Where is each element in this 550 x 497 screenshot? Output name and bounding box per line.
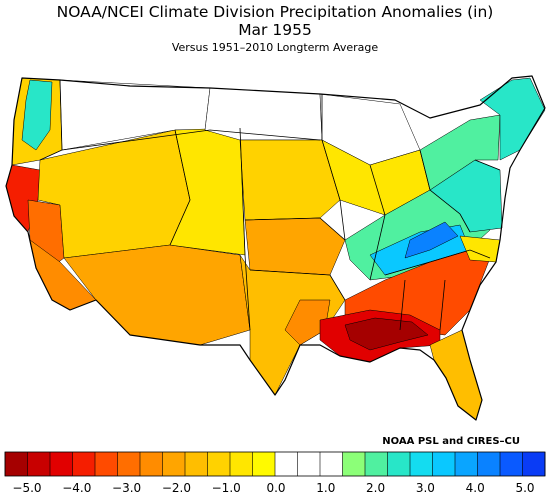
colorbar-swatch [162, 452, 186, 476]
colorbar-tick-label: 3.0 [416, 481, 435, 495]
colorbar-swatch [95, 452, 118, 476]
colorbar-swatch [320, 452, 343, 476]
colorbar-swatch [410, 452, 433, 476]
colorbar-swatch [365, 452, 388, 476]
colorbar-swatch [500, 452, 523, 476]
colorbar-swatch [5, 452, 28, 476]
colorbar-swatch [230, 452, 253, 476]
colorbar-swatch [522, 452, 546, 476]
colorbar [4, 451, 546, 477]
colorbar-swatch [27, 452, 51, 476]
colorbar-swatch [342, 452, 366, 476]
colorbar-swatch [432, 452, 456, 476]
colorbar-tick-label: 1.0 [316, 481, 335, 495]
map-subtitle: Versus 1951–2010 Longterm Average [172, 41, 379, 54]
colorbar-swatch [275, 452, 298, 476]
colorbar-tick-label: −1.0 [212, 481, 241, 495]
colorbar-tick-label: 4.0 [466, 481, 485, 495]
colorbar-swatch [455, 452, 478, 476]
region-texas-south [284, 299, 331, 346]
colorbar-swatch [207, 452, 231, 476]
colorbar-swatch [50, 452, 73, 476]
map-title: NOAA/NCEI Climate Division Precipitation… [57, 3, 494, 21]
colorbar-swatch [185, 452, 208, 476]
colorbar-swatch [387, 452, 411, 476]
colorbar-swatch [140, 452, 163, 476]
region-kentucky-core [404, 221, 459, 259]
colorbar-swatch [72, 452, 96, 476]
colorbar-swatch [297, 452, 321, 476]
colorbar-ticks: −5.0 −4.0 −3.0 −2.0 −1.0 0.0 1.0 2.0 3.0 4.0 5.0 [12, 481, 534, 495]
colorbar-tick-label: 0.0 [266, 481, 285, 495]
colorbar-tick-label: −4.0 [62, 481, 91, 495]
us-outline [5, 75, 546, 421]
map-period: Mar 1955 [238, 21, 312, 39]
colorbar-tick-label: −2.0 [162, 481, 191, 495]
state-boundaries [39, 79, 501, 331]
colorbar-tick-label: −5.0 [12, 481, 41, 495]
region-washington-cascades [21, 79, 53, 151]
colorbar-frame [4, 451, 546, 477]
colorbar-swatch [252, 452, 276, 476]
credit-label: NOAA PSL and CIRES–CU [382, 436, 520, 447]
region-central-plains [239, 139, 341, 221]
region-northern-plains [204, 87, 323, 141]
colorbar-swatch [477, 452, 501, 476]
colorbar-tick-label: 5.0 [515, 481, 534, 495]
region-gulf-core [344, 317, 429, 351]
colorbar-tick-label: −3.0 [112, 481, 141, 495]
colorbar-tick-label: 2.0 [366, 481, 385, 495]
colorbar-swatch [117, 452, 141, 476]
